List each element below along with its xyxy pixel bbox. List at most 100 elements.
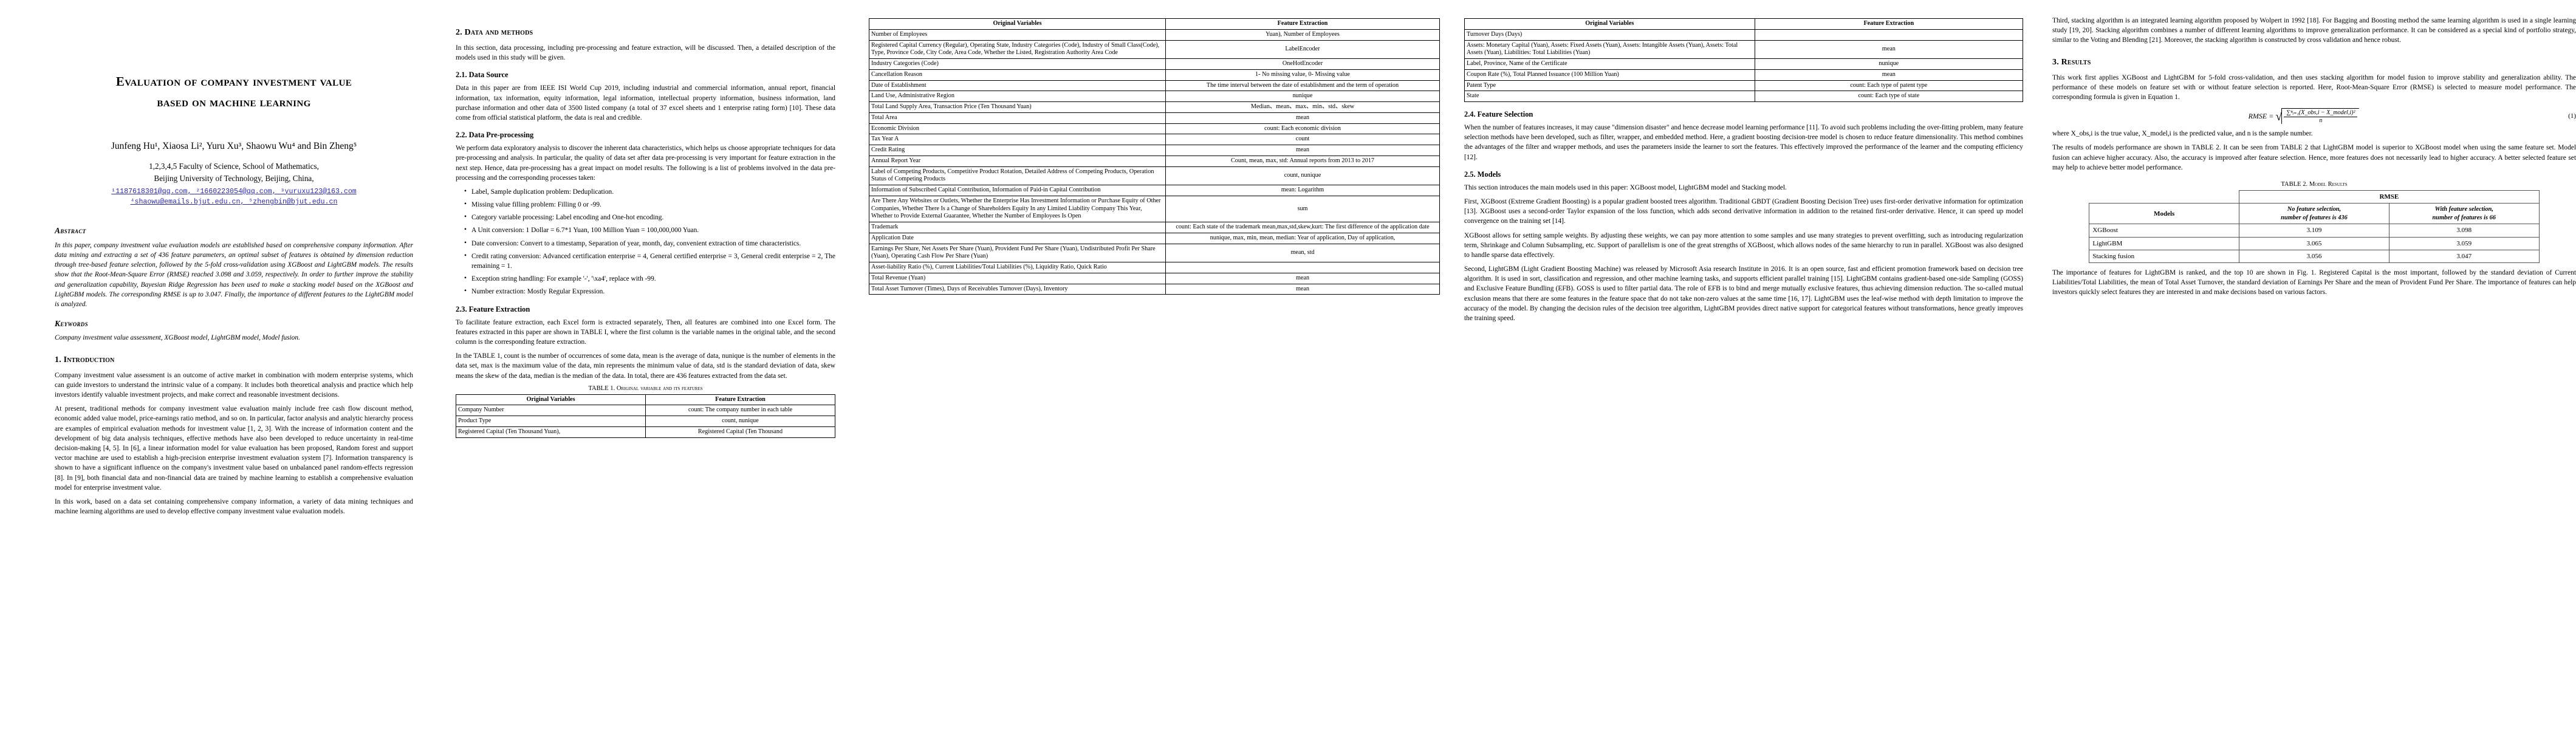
sec2-paragraph: In this section, data processing, includ… xyxy=(456,44,835,62)
table-row: Annual Report Year Count, mean, max, std:… xyxy=(869,155,1440,167)
abstract-heading: Abstract xyxy=(55,225,86,235)
table-cell: mean xyxy=(1754,69,2024,81)
sec21-paragraph: Data in this paper are from IEEE ISI Wor… xyxy=(456,84,835,122)
table-group-header-rmse: RMSE xyxy=(2239,190,2540,204)
table-row: Label, Province, Name of the Certificate… xyxy=(1464,58,2024,70)
table-row: Patent Type count: Each type of patent ty… xyxy=(1464,80,2024,92)
table-row: Total Revenue (Yuan) mean xyxy=(869,272,1440,284)
table-cell: Cancellation Reason xyxy=(869,69,1166,81)
table-row: Stacking fusion 3.056 3.047 xyxy=(2089,249,2540,264)
table-cell xyxy=(1165,262,1440,273)
table-header-row: Original Variables Feature Extraction xyxy=(1464,18,2024,30)
table-cell: State xyxy=(1464,91,1755,102)
table-cell: Median、mean、max、min、std、skew xyxy=(1165,101,1440,113)
table-row: Date of Establishment The time interval b… xyxy=(869,80,1440,92)
results-paragraph-3: The results of models performance are sh… xyxy=(2052,144,2576,171)
table-cell: Registered Capital Currency (Regular), O… xyxy=(869,39,1166,59)
rmse-with-selection-cell: 3.098 xyxy=(2388,224,2540,238)
list-item: Category variable processing: Label enco… xyxy=(464,212,835,222)
table-row: Coupon Rate (%), Total Planned Issuance … xyxy=(1464,69,2024,81)
table-cell: count: Each type of patent type xyxy=(1754,80,2024,92)
table-cell: Industry Categories (Code) xyxy=(869,58,1166,70)
fraction: ∑ⁿᵢ₌₁(X_obs,i − X_model,i)² n xyxy=(2284,109,2358,124)
table-cell: Total Land Supply Area, Transaction Pric… xyxy=(869,101,1166,113)
table-row: Total Asset Turnover (Times), Days of Re… xyxy=(869,283,1440,295)
table-body: Number of Employees Yuan), Number of Empl… xyxy=(869,29,1440,295)
table-body: Turnover Days (Days) Assets: Monetary Ca… xyxy=(1464,29,2024,102)
table-row: Economic Division count: Each economic di… xyxy=(869,123,1440,135)
table-cell: count: Each type of state xyxy=(1754,91,2024,102)
sqrt-icon: √ xyxy=(2275,109,2283,123)
affiliation: 1,2,3,4,5 Faculty of Science, School of … xyxy=(55,160,413,183)
table-cell: Label, Province, Name of the Certificate xyxy=(1464,58,1755,70)
table-row: XGBoost 3.109 3.098 xyxy=(2089,224,2540,238)
keywords-text: Company investment value assessment, XGB… xyxy=(55,334,300,342)
table-cell xyxy=(1754,29,2024,41)
subsection-heading-data-source: 2.1. Data Source xyxy=(456,70,509,80)
table-row: State count: Each type of state xyxy=(1464,91,2024,102)
section-heading-data-methods: 2. Data and methods xyxy=(456,28,533,37)
page-title: Evaluation of company investment value b… xyxy=(55,72,413,112)
title-block: Evaluation of company investment value b… xyxy=(55,72,413,208)
subsection-heading-data-preprocessing: 2.2. Data Pre-processing xyxy=(456,131,534,140)
rmse-no-selection-cell: 3.065 xyxy=(2239,236,2389,250)
affiliation-line-1: 1,2,3,4,5 Faculty of Science, School of … xyxy=(149,162,319,171)
table-row: Registered Capital (Ten Thousand Yuan), … xyxy=(456,426,835,438)
table-cell: Asset-liability Ratio (%), Current Liabi… xyxy=(869,262,1166,273)
table-row: Asset-liability Ratio (%), Current Liabi… xyxy=(869,262,1440,273)
table-2-caption: TABLE 2. Model Results xyxy=(2281,180,2348,188)
sec23-paragraph-2: In the TABLE 1, count is the number of o… xyxy=(456,352,835,380)
column-table-continuation-a: Original Variables Feature Extraction Nu… xyxy=(857,16,1452,723)
intro-paragraph-3: In this work, based on a data set contai… xyxy=(55,498,413,516)
column-title-abstract: Evaluation of company investment value b… xyxy=(18,16,437,723)
table-row: Company Number count: The company number… xyxy=(456,405,835,417)
table-cell: Turnover Days (Days) xyxy=(1464,29,1755,41)
subsection-heading-feature-selection: 2.4. Feature Selection xyxy=(1464,110,1533,118)
sec25-paragraph-1: This section introduces the main models … xyxy=(1464,183,1787,191)
table-col-header-with-feature-selection: With feature selection, number of featur… xyxy=(2388,203,2540,225)
subsection-heading-models: 2.5. Models xyxy=(1464,169,1501,179)
rmse-equation: RMSE = √ ∑ⁿᵢ₌₁(X_obs,i − X_model,i)² n (1) xyxy=(2052,108,2576,125)
table-cell: count: Each economic division xyxy=(1165,123,1440,135)
email-line-2[interactable]: ⁴shaowu@emails.bjut.edu.cn, ⁵zhengbin@bj… xyxy=(130,198,338,207)
table-1-continued-part-b: Original Variables Feature Extraction Tu… xyxy=(1464,18,2024,102)
table-cell: Total Revenue (Yuan) xyxy=(869,272,1166,284)
equation-number: (1) xyxy=(2568,112,2576,120)
table-header-row-group: RMSE xyxy=(2089,190,2540,204)
table-cell: count xyxy=(1165,134,1440,145)
list-item: Label, Sample duplication problem: Dedup… xyxy=(464,187,835,197)
table-row: Total Area mean xyxy=(869,112,1440,124)
list-item: Exception string handling: For example '… xyxy=(464,273,835,284)
model-name-cell: Stacking fusion xyxy=(2089,249,2240,264)
table-cell: nunique xyxy=(1754,58,2024,70)
table-row: Number of Employees Yuan), Number of Empl… xyxy=(869,29,1440,41)
table-cell: Registered Capital (Ten Thousand Yuan), xyxy=(456,426,646,438)
table-cell: count, nunique xyxy=(1165,166,1440,185)
table-cell: mean xyxy=(1165,145,1440,156)
table-cell: Company Number xyxy=(456,405,646,417)
table-cell: Earnings Per Share, Net Assets Per Share… xyxy=(869,243,1166,262)
table-row: Cancellation Reason 1- No missing value, … xyxy=(869,69,1440,81)
table-cell: Yuan), Number of Employees xyxy=(1165,29,1440,41)
email-list: ¹1187618301@qq.com, ²1660223054@qq.com, … xyxy=(55,187,413,208)
title-line-1: Evaluation of company investment value xyxy=(115,74,352,89)
table-cell: mean xyxy=(1754,39,2024,59)
table-row: Industry Categories (Code) OneHotEncoder xyxy=(869,58,1440,70)
table-cell: mean xyxy=(1165,272,1440,284)
table-row: Are There Any Websites or Outlets, Wheth… xyxy=(869,195,1440,223)
table-row: Product Type count, nunique xyxy=(456,416,835,427)
results-paragraph-4: The importance of features for LightGBM … xyxy=(2052,269,2576,296)
table-corner-blank xyxy=(2089,190,2239,203)
email-line-1[interactable]: ¹1187618301@qq.com, ²1660223054@qq.com, … xyxy=(111,187,357,196)
table-cell: Annual Report Year xyxy=(869,155,1166,167)
list-item: Credit rating conversion: Advanced certi… xyxy=(464,251,835,271)
author-list: Junfeng Hu¹, Xiaosa Li², Yuru Xu³, Shaow… xyxy=(111,141,357,152)
column-results: Third, stacking algorithm is an integrat… xyxy=(2035,16,2576,723)
sec25-paragraph-4: Second, LightGBM (Light Gradient Boostin… xyxy=(1464,265,2023,322)
table-cell: OneHotEncoder xyxy=(1165,58,1440,70)
table-cell: Label of Competing Products, Competitive… xyxy=(869,166,1166,185)
header-line-1: No feature selection, xyxy=(2287,206,2341,213)
affiliation-line-2: Beijing University of Technology, Beijin… xyxy=(154,173,314,183)
